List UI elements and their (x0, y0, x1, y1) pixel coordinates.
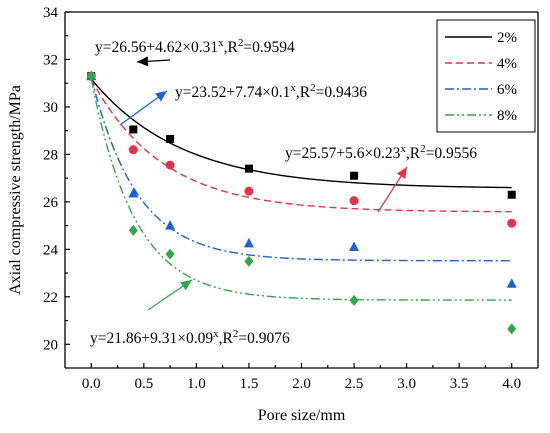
x-tick-label-1: 0.5 (134, 376, 153, 392)
x-axis-title: Pore size/mm (258, 407, 346, 424)
equation-2: y=23.52+7.74×0.1x,R2=0.9436 (175, 82, 367, 101)
data-point-0-4 (350, 171, 359, 180)
fit-curve-2 (90, 76, 512, 262)
legend-box (436, 19, 536, 133)
legend-label-1: 4% (497, 56, 517, 72)
plot-area (86, 70, 517, 335)
legend: 2% 4% 6% 8% (436, 19, 536, 133)
x-tick-label-6: 3.0 (397, 376, 416, 392)
data-point-1-1 (128, 145, 138, 155)
x-tick-label-7: 3.5 (450, 376, 469, 392)
y-axis-title: Axial compressive strength/MPa (7, 85, 24, 295)
y-tick-label-4: 28 (43, 147, 58, 163)
equation-arrowhead-1 (396, 167, 407, 179)
fit-curve-3 (90, 79, 512, 301)
x-tick-label-0: 0.0 (82, 376, 101, 392)
data-point-2-3 (243, 237, 254, 248)
data-point-3-0 (86, 70, 96, 82)
y-tick-label-5: 30 (43, 100, 58, 116)
y-tick-label-7: 34 (43, 5, 59, 21)
data-point-1-5 (507, 218, 517, 228)
data-point-3-3 (244, 255, 254, 267)
y-tick-label-1: 22 (43, 290, 58, 306)
equation-arrowhead-3 (180, 280, 192, 291)
y-tick-label-6: 32 (43, 52, 58, 68)
data-point-0-2 (166, 134, 175, 143)
y-tick-label-0: 20 (43, 337, 58, 353)
x-tick-label-2: 1.0 (187, 376, 206, 392)
equation-0: y=26.56+4.62×0.31x,R2=0.9594 (95, 37, 295, 56)
data-point-0-1 (129, 125, 138, 134)
data-point-3-2 (165, 248, 175, 260)
equation-arrowhead-2 (155, 91, 167, 102)
data-point-3-4 (349, 294, 359, 306)
axes: 0.0 0.5 1.0 1.5 2.0 2.5 3.0 3.5 4.0 20 22 24 26 28 30 3… (43, 5, 539, 392)
legend-label-3: 8% (497, 108, 517, 124)
data-point-2-5 (506, 278, 517, 288)
data-point-3-5 (507, 323, 517, 335)
y-tick-label-3: 26 (43, 195, 59, 211)
equations: y=26.56+4.62×0.31x,R2=0.9594 y=25.57+5.6×… (90, 37, 477, 347)
x-tick-label-8: 4.0 (502, 376, 521, 392)
legend-label-2: 6% (497, 82, 517, 98)
data-point-3-1 (128, 224, 138, 236)
data-point-2-1 (128, 188, 139, 198)
data-point-0-5 (507, 190, 516, 199)
x-tick-label-5: 2.5 (345, 376, 364, 392)
equation-3: y=21.86+9.31×0.09x,R2=0.9076 (90, 328, 290, 347)
data-point-2-4 (349, 241, 360, 251)
legend-label-0: 2% (497, 30, 517, 46)
x-tick-label-4: 2.0 (292, 376, 311, 392)
fit-curve-1 (90, 78, 512, 213)
data-point-2-2 (165, 220, 176, 230)
y-tick-label-2: 24 (43, 242, 59, 258)
data-point-1-3 (244, 186, 254, 196)
fit-curve-0 (90, 78, 512, 189)
x-tick-label-3: 1.5 (240, 376, 259, 392)
data-point-0-3 (244, 164, 253, 173)
equation-arrowhead-0 (137, 56, 149, 67)
data-point-1-4 (349, 196, 359, 206)
equation-1: y=25.57+5.6×0.23x,R2=0.9556 (285, 143, 477, 162)
data-point-1-2 (165, 160, 175, 170)
